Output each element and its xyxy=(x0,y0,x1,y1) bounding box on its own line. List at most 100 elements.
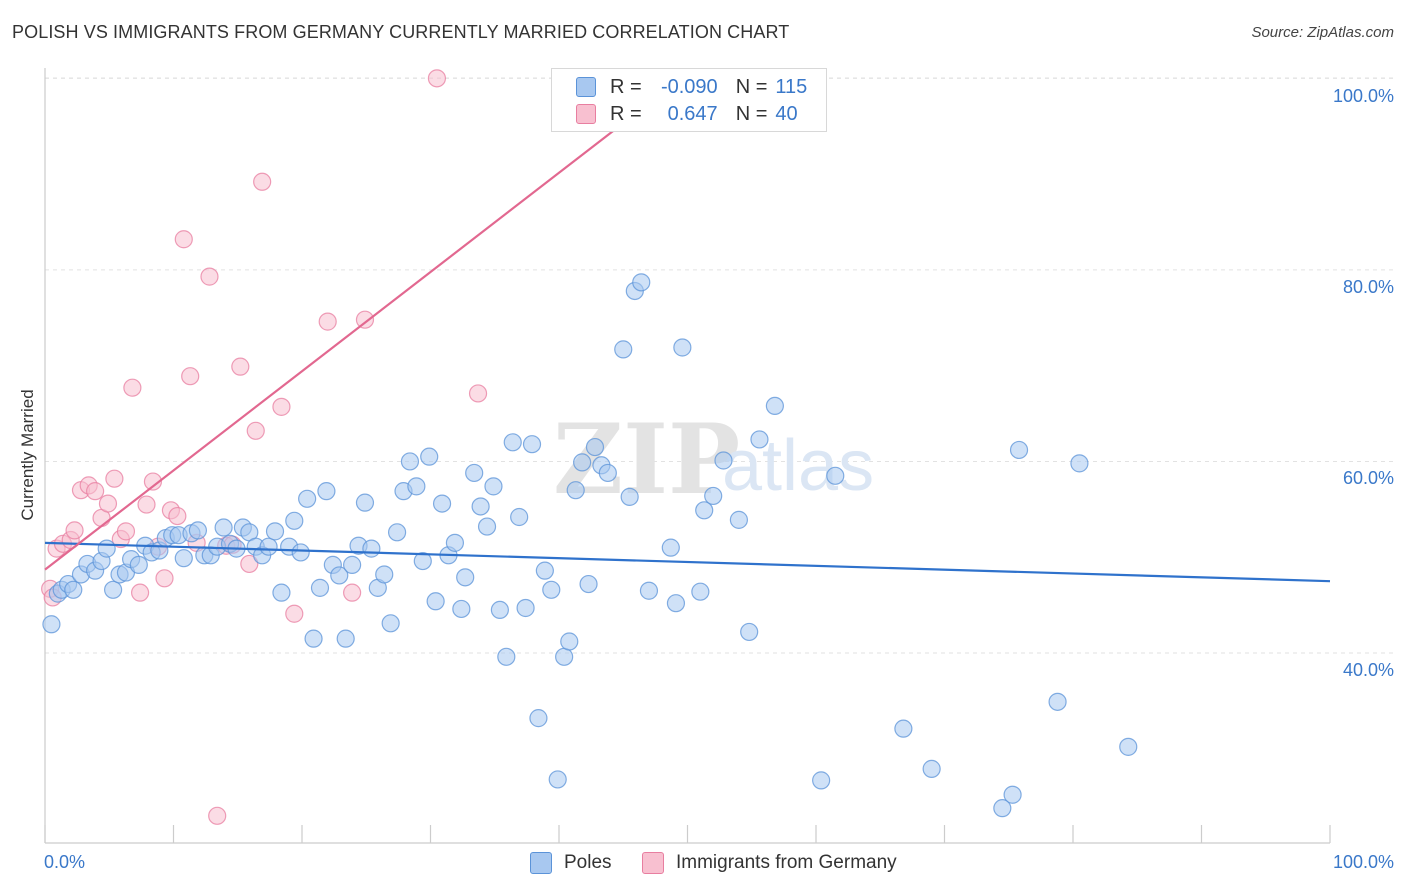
series-legend-immigrants[interactable]: Immigrants from Germany xyxy=(642,852,897,874)
immigrants-point-33 xyxy=(272,397,291,416)
immigrants-point-36 xyxy=(343,583,362,602)
poles-point-108 xyxy=(993,799,1012,818)
poles-point-46 xyxy=(336,629,355,648)
x-tick-label-0: 0.0% xyxy=(44,852,86,872)
immigrants-point-23 xyxy=(181,367,200,386)
poles-point-36 xyxy=(272,583,291,602)
y-tick-label-80: 80.0% xyxy=(1342,277,1394,297)
poles-point-80 xyxy=(555,647,574,666)
poles-point-113 xyxy=(1119,737,1138,756)
legend-n-label: N = xyxy=(735,75,768,98)
poles-point-45 xyxy=(330,566,349,585)
poles-point-50 xyxy=(362,539,381,558)
poles-point-73 xyxy=(510,507,529,527)
immigrants-point-39 xyxy=(468,384,488,403)
immigrants-point-29 xyxy=(231,357,250,376)
legend-swatch-poles xyxy=(576,77,596,97)
series-immigrants-points xyxy=(41,69,488,825)
correlation-legend: R = -0.090 N = 115 R = 0.647 N = 40 xyxy=(551,68,827,132)
immigrants-point-25 xyxy=(200,267,219,286)
poles-point-43 xyxy=(317,482,336,501)
poles-point-109 xyxy=(1003,785,1022,804)
poles-point-88 xyxy=(614,340,633,359)
poles-point-0 xyxy=(42,615,61,634)
legend-r-label: R = xyxy=(610,75,642,98)
y-axis-label: Currently Married xyxy=(18,389,37,521)
poles-point-38 xyxy=(285,511,304,530)
poles-point-78 xyxy=(542,580,561,599)
poles-point-47 xyxy=(343,555,362,574)
x-tick-label-100: 100.0% xyxy=(1332,852,1394,872)
poles-point-14 xyxy=(129,555,148,574)
poles-point-75 xyxy=(522,435,542,454)
series-legend-poles[interactable]: Poles xyxy=(530,852,612,874)
immigrants-point-14 xyxy=(123,378,142,397)
poles-point-61 xyxy=(432,494,452,513)
poles-point-23 xyxy=(188,521,208,540)
poles-point-56 xyxy=(400,452,420,471)
immigrants-point-17 xyxy=(143,472,163,491)
poles-point-72 xyxy=(503,433,522,452)
poles-point-89 xyxy=(620,487,639,506)
poles-point-35 xyxy=(265,522,285,541)
poles-point-110 xyxy=(1009,440,1029,460)
poles-point-4 xyxy=(64,580,83,599)
poles-point-52 xyxy=(375,565,394,584)
poles-point-21 xyxy=(174,549,193,568)
legend-row-immigrants: R = 0.647 N = 40 xyxy=(576,102,798,126)
poles-point-98 xyxy=(704,486,723,506)
legend-n-label: N = xyxy=(735,102,768,125)
poles-point-41 xyxy=(304,629,323,648)
series-poles-points xyxy=(42,273,1138,818)
y-tick-label-60: 60.0% xyxy=(1342,468,1394,488)
series-legend-swatch-poles xyxy=(530,852,552,874)
poles-point-85 xyxy=(585,437,605,457)
immigrants-point-13 xyxy=(116,522,136,541)
poles-point-92 xyxy=(639,581,659,600)
legend-row-poles: R = -0.090 N = 115 xyxy=(576,75,807,99)
poles-point-104 xyxy=(812,771,831,790)
poles-point-84 xyxy=(579,574,598,594)
immigrants-point-35 xyxy=(318,312,337,331)
poles-point-63 xyxy=(445,533,465,552)
poles-point-99 xyxy=(714,451,733,470)
poles-point-54 xyxy=(387,523,407,542)
poles-point-96 xyxy=(691,582,710,601)
source-label: Source: ZipAtlas.com xyxy=(1251,24,1394,41)
immigrants-point-15 xyxy=(130,583,150,602)
trend-line-immigrants xyxy=(44,72,689,571)
poles-point-59 xyxy=(420,447,439,466)
poles-point-68 xyxy=(477,517,497,536)
poles-point-93 xyxy=(661,538,680,557)
poles-point-94 xyxy=(666,594,686,613)
poles-point-102 xyxy=(750,430,769,449)
chart-title: POLISH VS IMMIGRANTS FROM GERMANY CURREN… xyxy=(12,22,790,42)
poles-point-83 xyxy=(573,453,592,472)
poles-point-58 xyxy=(413,551,432,571)
poles-point-65 xyxy=(456,568,475,587)
poles-point-60 xyxy=(426,592,445,611)
poles-point-39 xyxy=(291,543,310,562)
poles-point-97 xyxy=(695,501,714,520)
poles-point-107 xyxy=(922,759,941,778)
poles-point-91 xyxy=(632,273,651,292)
poles-point-100 xyxy=(729,510,749,529)
poles-point-53 xyxy=(381,614,400,633)
immigrants-point-37 xyxy=(355,310,375,329)
poles-point-112 xyxy=(1070,454,1089,473)
poles-point-42 xyxy=(310,578,330,597)
immigrants-point-19 xyxy=(155,569,174,588)
poles-point-103 xyxy=(765,396,784,416)
immigrants-point-34 xyxy=(285,604,304,623)
poles-point-111 xyxy=(1048,692,1067,711)
poles-point-9 xyxy=(97,539,116,558)
poles-point-27 xyxy=(214,518,233,537)
immigrants-point-26 xyxy=(208,806,227,825)
poles-point-66 xyxy=(465,463,484,483)
series-legend-label-poles: Poles xyxy=(564,852,612,873)
trend-line-poles xyxy=(44,541,1331,583)
poles-point-71 xyxy=(497,647,516,666)
immigrants-point-32 xyxy=(253,172,272,191)
immigrants-point-16 xyxy=(137,495,156,514)
